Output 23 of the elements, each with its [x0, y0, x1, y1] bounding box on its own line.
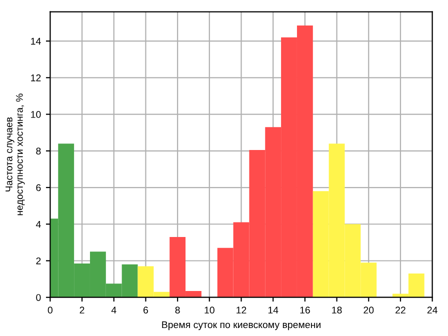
x-tick-label: 2 [80, 306, 84, 314]
x-tick-label: 22 [396, 306, 406, 314]
x-tick-label: 6 [144, 306, 148, 314]
y-tick-label: 2 [36, 257, 41, 264]
x-tick-label: 12 [236, 306, 246, 314]
x-axis-title: Время суток по киевскому времени [162, 321, 320, 330]
x-tick-label: 18 [332, 306, 342, 314]
y-axis-title: Частота случаев недоступности хостинга, % [6, 94, 25, 216]
x-tick-label: 16 [300, 306, 310, 314]
y-tick-label: 8 [36, 148, 41, 155]
y-tick-label: 12 [31, 74, 41, 82]
y-tick-label: 10 [31, 111, 41, 118]
x-tick-label: 14 [268, 306, 278, 314]
x-tick-label: 20 [364, 306, 374, 314]
x-tick-label: 8 [175, 306, 180, 314]
x-tick-label: 0 [48, 306, 52, 314]
y-tick-label: 14 [31, 38, 41, 45]
y-tick-label: 6 [36, 184, 41, 192]
x-tick-label: 4 [111, 306, 116, 314]
y-tick-label: 0 [36, 294, 41, 301]
x-tick-label: 10 [204, 306, 214, 314]
x-tick-label: 24 [427, 306, 438, 314]
y-tick-label: 4 [36, 220, 41, 228]
